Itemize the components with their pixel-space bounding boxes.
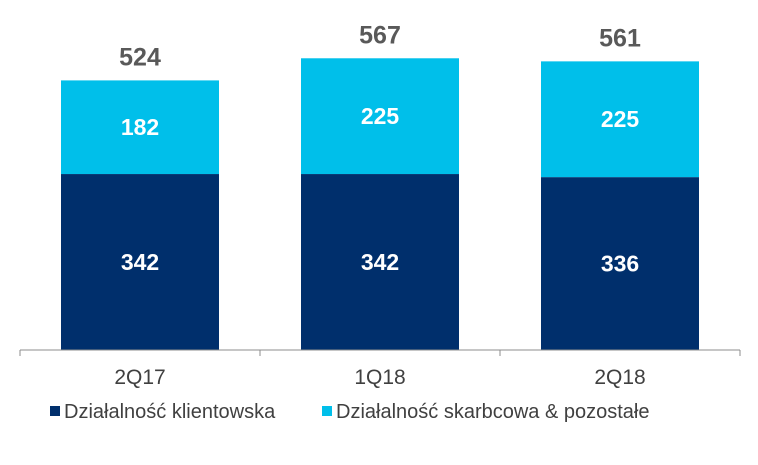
data-label-2Q17-klientowska: 342	[121, 249, 159, 275]
bar-segment-2Q17-skarbcowa	[61, 80, 219, 175]
total-label-2Q17: 524	[119, 43, 161, 71]
data-label-2Q18-klientowska: 336	[601, 251, 639, 277]
legend-label-klientowska: Działalność klientowska	[64, 401, 276, 423]
data-label-1Q18-klientowska: 342	[361, 249, 399, 275]
bars-group: 342 182 524 342 225 567 336 225 561	[61, 21, 699, 350]
bar-segment-1Q18-skarbcowa	[301, 58, 459, 175]
x-tick-label-1Q18: 1Q18	[354, 366, 405, 389]
bar-segment-1Q18-klientowska	[301, 174, 459, 350]
legend-swatch-klientowska	[50, 406, 60, 416]
bar-segment-2Q18-klientowska	[541, 177, 699, 350]
data-label-2Q17-skarbcowa: 182	[121, 114, 159, 140]
data-label-1Q18-skarbcowa: 225	[361, 103, 400, 129]
x-axis: 2Q17 1Q18 2Q18	[19, 349, 741, 389]
bar-segment-2Q18-skarbcowa	[541, 61, 699, 178]
total-label-2Q18: 561	[599, 24, 641, 52]
total-label-1Q18: 567	[359, 21, 401, 49]
legend-swatch-skarbcowa	[322, 406, 332, 416]
bar-segment-2Q17-klientowska	[61, 174, 219, 350]
x-tick-label-2Q17: 2Q17	[114, 366, 165, 389]
legend-label-skarbcowa: Działalność skarbcowa & pozostałe	[336, 401, 650, 423]
data-label-2Q18-skarbcowa: 225	[601, 106, 640, 132]
legend: Działalność klientowska Działalność skarb…	[50, 401, 650, 423]
x-tick-label-2Q18: 2Q18	[594, 366, 645, 389]
